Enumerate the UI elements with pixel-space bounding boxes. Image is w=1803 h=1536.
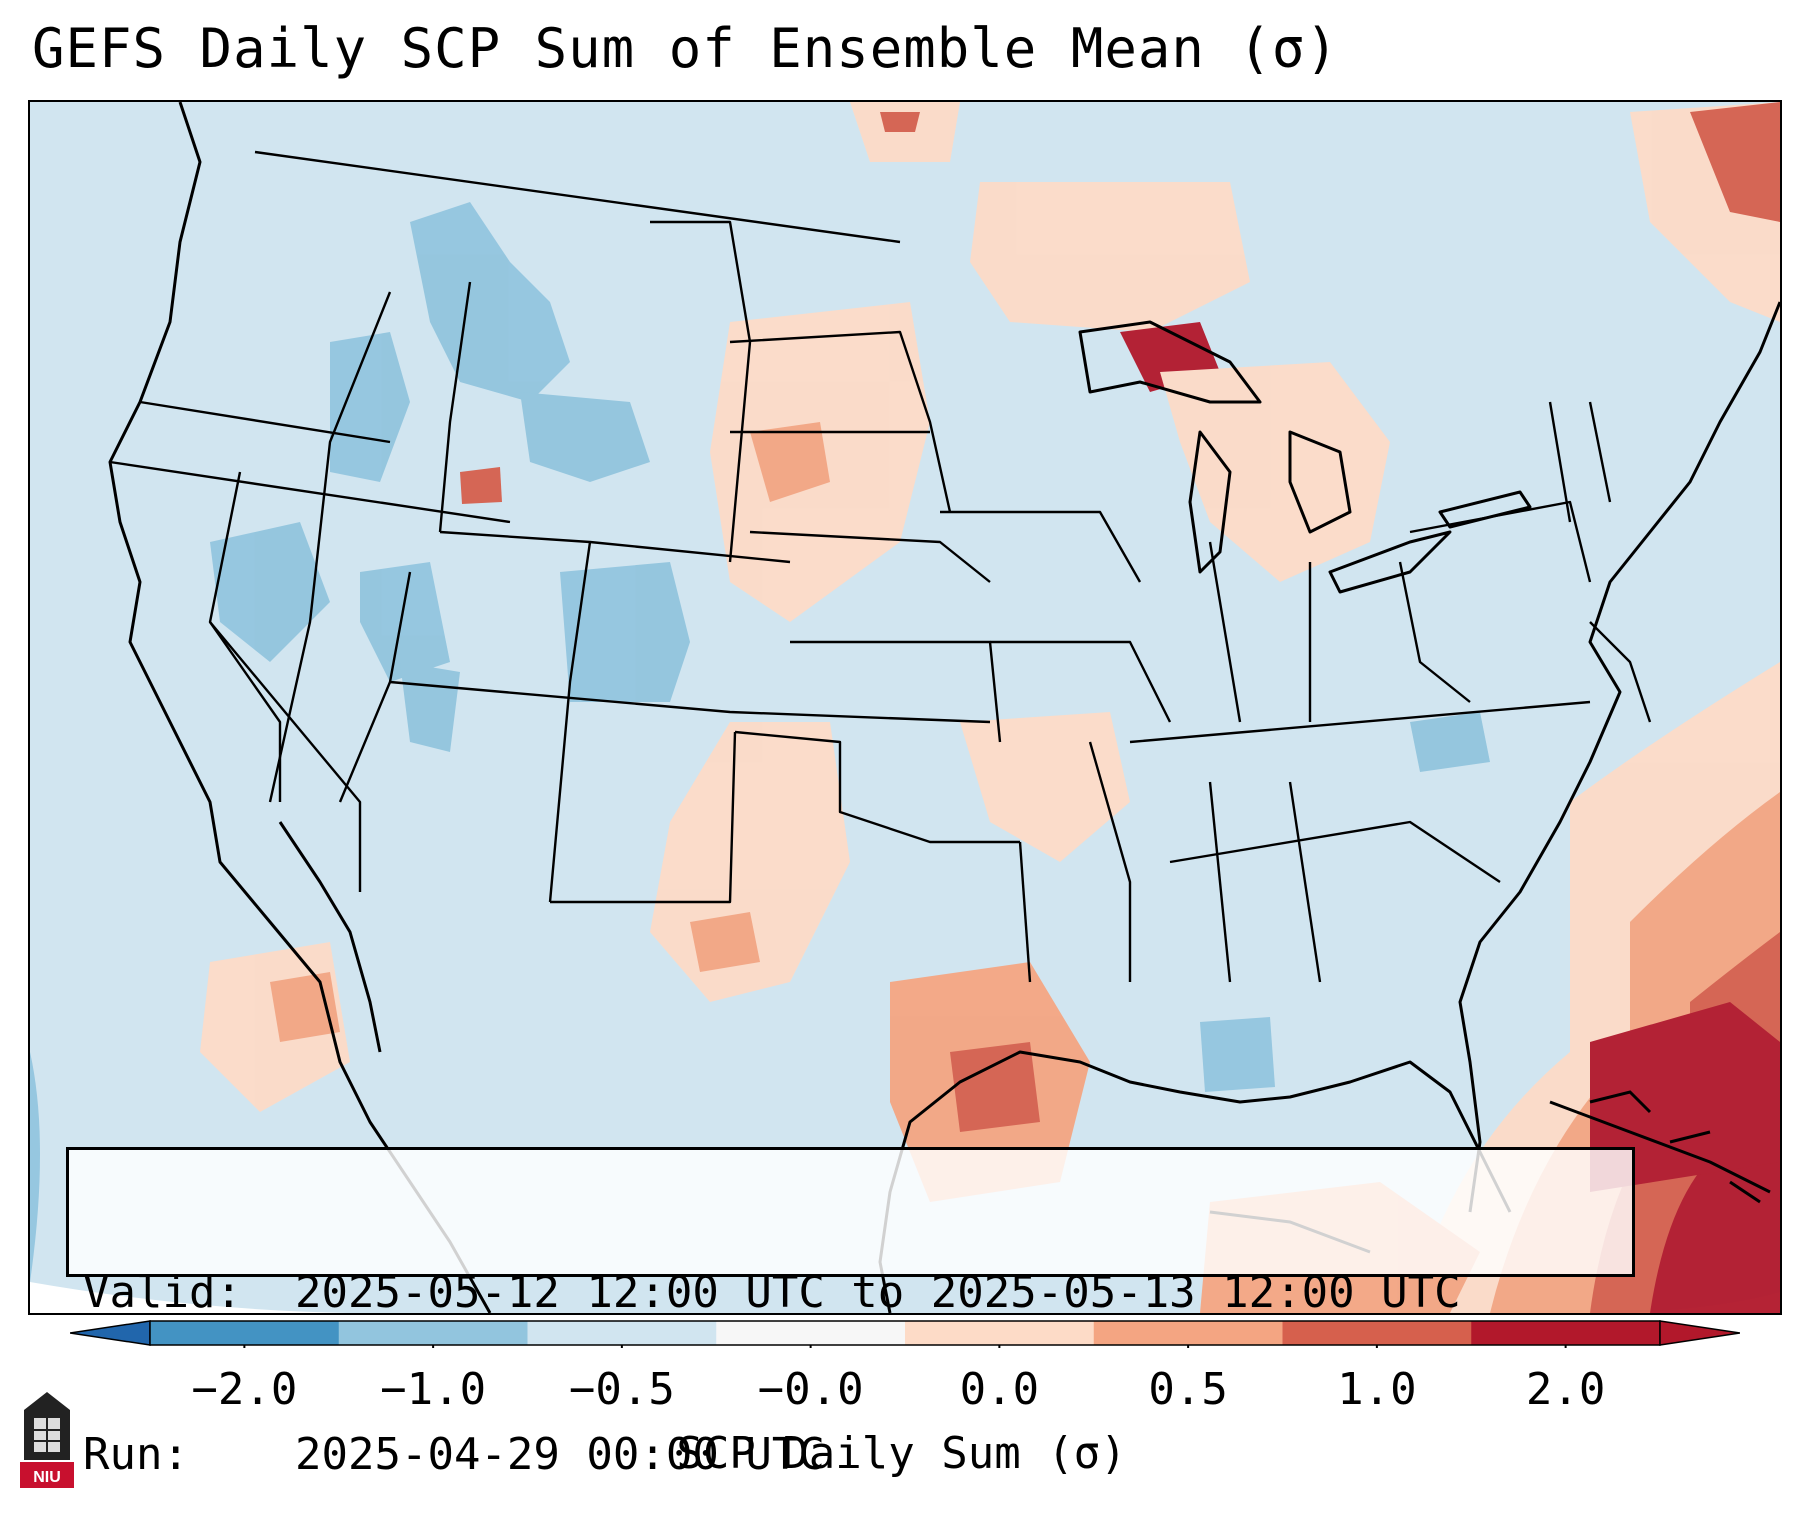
lake-erie	[1328, 530, 1452, 594]
bahamas-island-1	[1589, 1090, 1652, 1114]
colorbar-segment	[716, 1321, 906, 1345]
border-ny-vt	[1548, 401, 1572, 523]
colorbar-segment	[905, 1321, 1095, 1345]
map-panel	[28, 100, 1782, 1315]
border-nd-sd-ne-west	[650, 220, 752, 563]
lake-superior	[1078, 320, 1262, 404]
colorbar-tick-label: 2.0	[1525, 1364, 1606, 1415]
anomaly-patch-manitoba-core	[880, 112, 920, 132]
run-row: Run: 2025-04-29 00:00 UTC	[83, 1428, 1632, 1482]
colorbar-tick-label: 0.5	[1148, 1364, 1228, 1415]
niu-logo: NIU	[20, 1392, 74, 1488]
border-oh-wv	[1398, 561, 1471, 703]
colorbar-label: SCP Daily Sum (σ)	[676, 1428, 1127, 1479]
valid-label: Valid:	[83, 1267, 242, 1318]
colorbar-tick-label: −1.0	[380, 1364, 487, 1415]
lake-huron	[1288, 430, 1352, 534]
anomaly-patch-utah-spot	[460, 467, 502, 504]
colorbar-segment	[1471, 1321, 1661, 1345]
colorbar-tick-label: −2.0	[191, 1364, 298, 1415]
border-sc-nc	[1169, 820, 1501, 883]
valid-row: Valid: 2025-05-12 12:00 UTC to 2025-05-1…	[83, 1266, 1632, 1320]
border-co-nm	[548, 541, 592, 903]
logo-banner	[20, 1462, 74, 1488]
colorbar-tick-label: 0.0	[959, 1364, 1040, 1415]
colorbar-segments	[149, 1320, 1661, 1346]
colorbar-tick-label: −0.5	[568, 1364, 675, 1415]
colorbar-extend-low	[70, 1320, 151, 1346]
border-pa	[1409, 500, 1592, 583]
colorbar-tick-label: 1.0	[1337, 1364, 1417, 1415]
border-36th	[389, 680, 991, 724]
border-md-va	[1589, 621, 1652, 723]
border-tn-ky	[1129, 700, 1591, 744]
anomaly-patch-southdakota	[750, 422, 830, 502]
anomaly-patch-gulf	[1200, 1017, 1275, 1092]
colorbar-segment	[1093, 1321, 1283, 1345]
colorbar-segment	[150, 1321, 340, 1345]
border-il-in	[1208, 541, 1242, 723]
border-or-wa	[139, 400, 391, 444]
border-ia	[940, 510, 1142, 583]
west-coastline	[108, 102, 492, 1313]
colorbar-segment	[338, 1321, 528, 1345]
border-mo	[990, 640, 1172, 723]
anomaly-patch-michigan	[1160, 362, 1390, 582]
valid-value: 2025-05-12 12:00 UTC to 2025-05-13 12:00…	[295, 1267, 1461, 1318]
anomaly-patch-wyoming	[520, 392, 650, 482]
anomaly-patch-quebec-core	[1690, 102, 1780, 222]
border-or-ca-ne-line	[109, 460, 511, 524]
border-la-west	[1018, 841, 1032, 983]
colorbar-ticks	[243, 1345, 1567, 1348]
anomaly-patch-idaho	[330, 332, 410, 482]
anomaly-patch-gulf-core	[950, 1042, 1040, 1132]
anomaly-patch-arkansas	[960, 712, 1130, 862]
anomaly-patch-ontario	[970, 182, 1250, 332]
map-svg	[30, 102, 1780, 1313]
border-ca-nv-az	[209, 621, 362, 892]
border-ok-tx	[734, 730, 1020, 844]
colorbar-segment	[527, 1321, 717, 1345]
east-coastline	[1458, 301, 1780, 1213]
logo-text: NIU	[33, 1469, 61, 1486]
anomaly-patch-colorado	[560, 562, 690, 702]
bahamas-island-2	[1669, 1130, 1711, 1144]
lake-ontario	[1438, 490, 1532, 529]
anomaly-patch-west-texas	[690, 912, 760, 972]
anomaly-patch-mexico-west	[270, 972, 340, 1042]
anomaly-patch-carolina	[1410, 712, 1490, 772]
run-label: Run:	[83, 1429, 189, 1480]
lake-michigan	[1188, 430, 1232, 574]
map-title: GEFS Daily SCP Sum of Ensemble Mean (σ)	[32, 17, 1339, 80]
baja-peninsula	[278, 821, 382, 1053]
colorbar-extend-high	[1659, 1320, 1740, 1346]
border-ne-ks	[749, 530, 991, 583]
border-canada-west	[254, 150, 901, 244]
border-id	[268, 291, 392, 803]
projection-edge-left	[30, 1282, 430, 1313]
anomaly-patch-utah	[360, 562, 450, 682]
cuba-coast	[1549, 1100, 1771, 1194]
border-al	[1208, 781, 1232, 983]
border-ga	[1288, 781, 1322, 983]
anomaly-patch-bahamas	[1590, 1002, 1780, 1192]
colorbar-tick-label: −0.0	[757, 1364, 864, 1415]
validity-info-box: Valid: 2025-05-12 12:00 UTC to 2025-05-1…	[66, 1147, 1635, 1480]
colorbar-segment	[1282, 1321, 1472, 1345]
logo-window-grid	[34, 1418, 60, 1452]
border-nm-tx	[550, 731, 737, 904]
border-nv	[208, 471, 282, 802]
border-nd-sd	[729, 330, 952, 513]
anomaly-patch-nevada	[210, 522, 330, 662]
colorbar	[70, 1320, 1740, 1348]
border-nh-me	[1588, 401, 1612, 503]
run-value: 2025-04-29 00:00 UTC	[295, 1429, 825, 1480]
anomaly-patch-montana	[410, 202, 570, 402]
state-borders	[109, 150, 1652, 983]
bahamas-island-3	[1729, 1180, 1761, 1204]
border-ms	[1088, 741, 1132, 982]
anomaly-patch-pacific	[30, 1052, 40, 1282]
anomaly-field	[30, 102, 1780, 1313]
border-mt-id	[438, 281, 472, 533]
